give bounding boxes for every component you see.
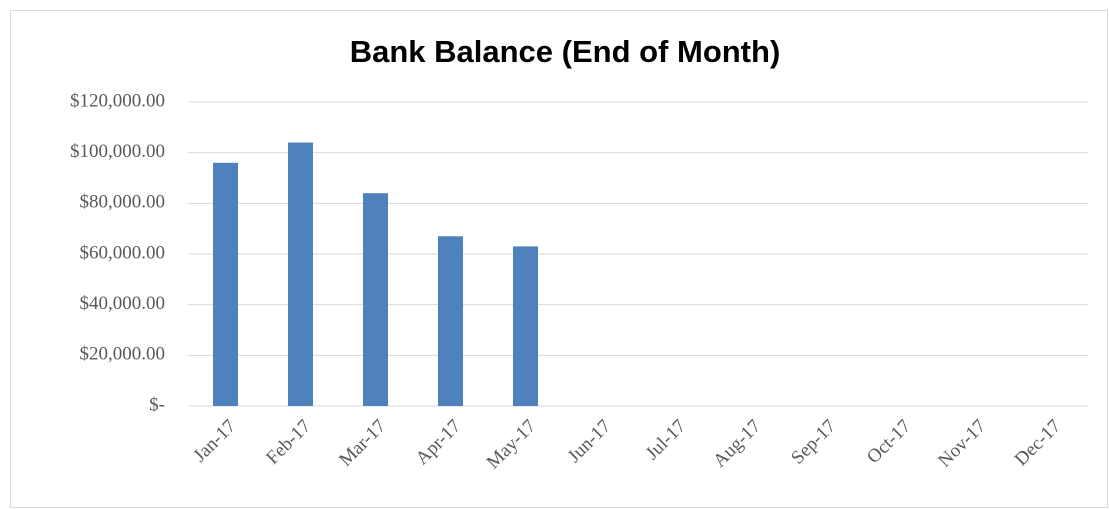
y-tick-label: $20,000.00 [80,344,166,365]
bar [513,246,538,406]
bar [438,236,463,406]
y-tick-label: $60,000.00 [80,242,166,263]
chart-border [10,10,1108,508]
y-tick-label: $100,000.00 [70,141,165,162]
y-tick-label: $40,000.00 [80,293,166,314]
chart-title: Bank Balance (End of Month) [350,34,781,69]
y-tick-label: $120,000.00 [70,90,165,111]
y-tick-label: $- [149,394,165,415]
bar [363,193,388,406]
y-tick-label: $80,000.00 [80,192,166,213]
bar [288,142,313,407]
bar [213,162,238,406]
